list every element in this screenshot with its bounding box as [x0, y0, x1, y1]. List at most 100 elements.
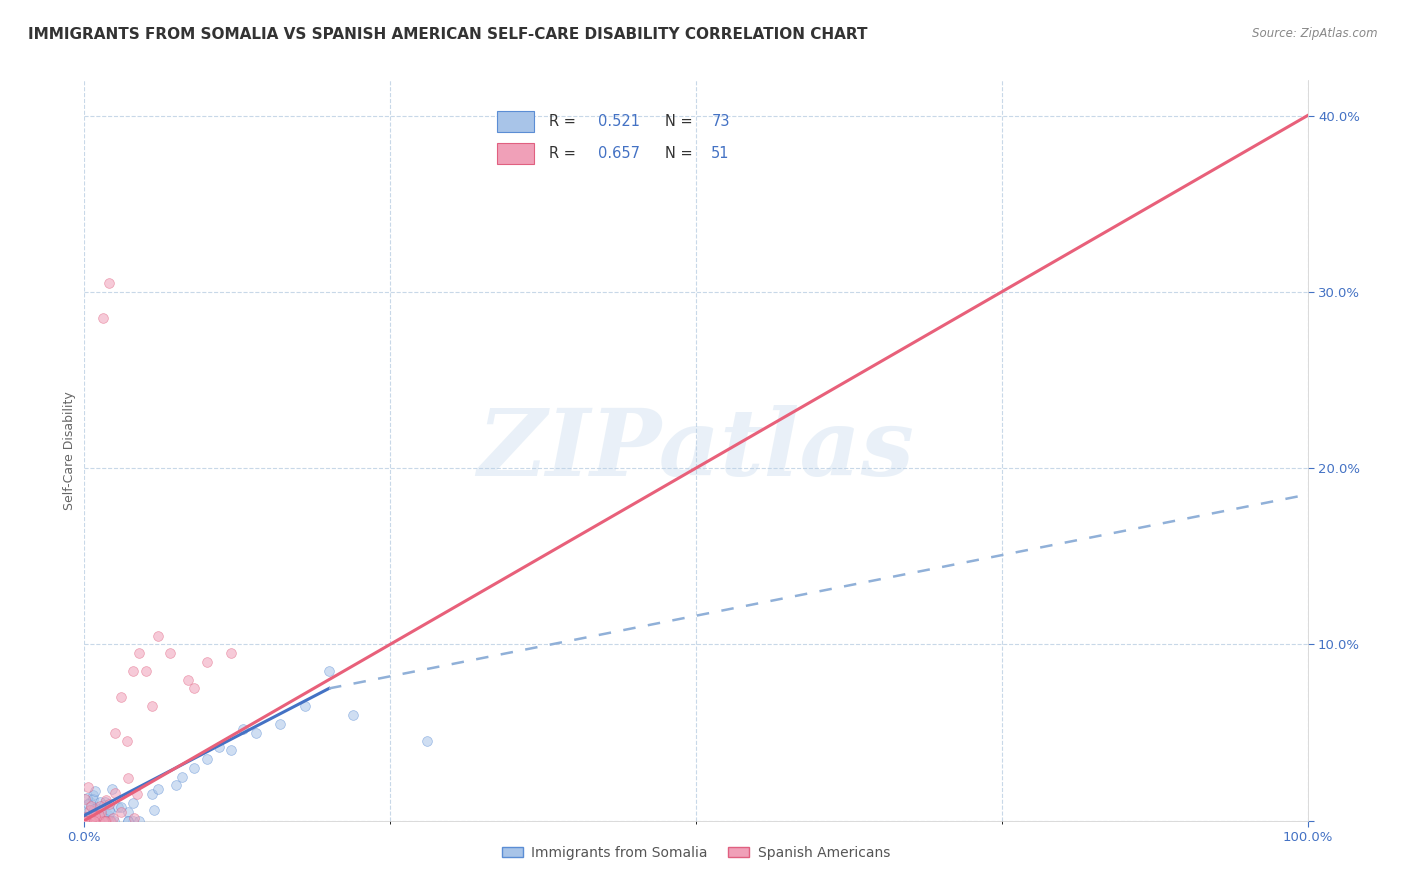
Point — [76, 791, 98, 805]
Point — [91, 814, 114, 828]
Point — [73, 814, 96, 828]
Point — [84, 813, 107, 827]
Point — [115, 734, 138, 748]
Point — [84, 814, 107, 828]
Point — [75, 814, 97, 828]
Point — [135, 664, 157, 678]
Point — [84, 809, 107, 823]
Point — [232, 722, 254, 736]
Point — [128, 646, 150, 660]
Point — [89, 799, 111, 814]
Point — [96, 814, 118, 828]
Point — [146, 629, 169, 643]
Point — [77, 814, 100, 828]
Point — [117, 814, 139, 828]
Point — [75, 810, 97, 824]
Point — [98, 805, 121, 819]
Point — [294, 699, 316, 714]
Point — [73, 814, 96, 828]
Point — [75, 814, 97, 828]
Point — [94, 814, 117, 828]
Point — [101, 781, 124, 796]
Point — [97, 276, 120, 290]
Point — [183, 761, 205, 775]
Point — [83, 811, 105, 825]
Point — [110, 805, 132, 819]
Point — [219, 743, 242, 757]
Point — [79, 804, 101, 818]
Point — [79, 814, 101, 828]
Point — [107, 800, 129, 814]
Point — [83, 814, 105, 828]
Point — [79, 814, 101, 828]
Point — [80, 809, 103, 823]
Point — [87, 802, 110, 816]
Point — [104, 725, 127, 739]
Point — [77, 803, 100, 817]
Point — [143, 803, 166, 817]
Text: IMMIGRANTS FROM SOMALIA VS SPANISH AMERICAN SELF-CARE DISABILITY CORRELATION CHA: IMMIGRANTS FROM SOMALIA VS SPANISH AMERI… — [28, 27, 868, 42]
Point — [93, 798, 115, 813]
Point — [75, 810, 97, 824]
Point — [77, 797, 100, 811]
Point — [97, 807, 120, 822]
Point — [127, 787, 149, 801]
Text: ZIPatlas: ZIPatlas — [478, 406, 914, 495]
Point — [73, 814, 96, 828]
Point — [87, 814, 110, 828]
Point — [172, 770, 194, 784]
Point — [84, 784, 107, 798]
Point — [80, 799, 103, 814]
Point — [93, 795, 115, 809]
Point — [73, 814, 96, 828]
Point — [83, 802, 105, 816]
Point — [97, 797, 120, 811]
Point — [77, 814, 100, 828]
Point — [87, 808, 110, 822]
Point — [103, 814, 125, 828]
Point — [87, 808, 110, 822]
Point — [93, 814, 115, 828]
Point — [82, 806, 104, 821]
Point — [146, 781, 169, 796]
Point — [91, 814, 114, 828]
Point — [269, 716, 291, 731]
Point — [79, 814, 101, 828]
Point — [177, 673, 200, 687]
Point — [91, 311, 114, 326]
Point — [122, 814, 145, 828]
Point — [104, 786, 127, 800]
Point — [110, 799, 132, 814]
Point — [90, 805, 112, 820]
Point — [117, 805, 139, 819]
Point — [79, 795, 101, 809]
Point — [82, 814, 104, 828]
Point — [89, 795, 111, 809]
Point — [84, 803, 107, 817]
Point — [79, 814, 101, 828]
Point — [165, 778, 187, 792]
Point — [84, 814, 107, 828]
Point — [87, 805, 110, 820]
Point — [117, 772, 139, 786]
Point — [90, 814, 112, 828]
Point — [83, 814, 105, 828]
Point — [195, 655, 218, 669]
Point — [83, 814, 105, 828]
Point — [101, 811, 124, 825]
Point — [128, 814, 150, 828]
Point — [77, 780, 100, 794]
Point — [77, 814, 100, 828]
Point — [77, 814, 100, 828]
Point — [208, 739, 231, 754]
Point — [117, 814, 139, 828]
Point — [416, 734, 439, 748]
Point — [82, 791, 104, 805]
Point — [82, 804, 104, 818]
Point — [98, 803, 121, 817]
Point — [219, 646, 242, 660]
Point — [86, 812, 108, 826]
Point — [318, 664, 340, 678]
Point — [245, 725, 267, 739]
Point — [98, 814, 121, 828]
